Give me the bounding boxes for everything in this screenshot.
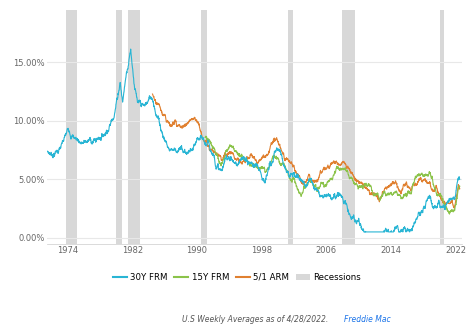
15Y FRM [203, 134, 209, 138]
Line: 15Y FRM: 15Y FRM [205, 136, 460, 214]
15Y FRM [202, 135, 208, 139]
5/1 ARM [402, 183, 408, 187]
5/1 ARM [451, 206, 457, 210]
5/1 ARM [397, 189, 403, 193]
30Y FRM [338, 194, 344, 198]
Bar [66, 10, 77, 244]
Text: Freddie Mac: Freddie Mac [344, 315, 391, 324]
Legend: 30Y FRM, 15Y FRM, 5/1 ARM, Recessions: 30Y FRM, 15Y FRM, 5/1 ARM, Recessions [109, 269, 365, 285]
15Y FRM [305, 181, 311, 184]
15Y FRM [442, 205, 448, 209]
30Y FRM [107, 123, 113, 127]
Bar [288, 10, 293, 244]
30Y FRM [111, 114, 117, 118]
15Y FRM [218, 161, 223, 165]
15Y FRM [447, 212, 452, 216]
30Y FRM [128, 47, 134, 51]
Bar [116, 10, 122, 244]
5/1 ARM [155, 101, 160, 105]
30Y FRM [340, 198, 346, 202]
15Y FRM [457, 184, 463, 188]
Bar [128, 10, 139, 244]
Line: 30Y FRM: 30Y FRM [47, 49, 460, 232]
30Y FRM [113, 102, 119, 106]
30Y FRM [457, 177, 463, 181]
30Y FRM [182, 151, 188, 155]
5/1 ARM [150, 92, 155, 96]
15Y FRM [431, 184, 437, 188]
30Y FRM [45, 149, 50, 153]
5/1 ARM [174, 123, 180, 127]
Bar [201, 10, 208, 244]
Bar [342, 10, 355, 244]
5/1 ARM [457, 187, 463, 191]
5/1 ARM [401, 184, 407, 188]
Bar [440, 10, 444, 244]
Line: 5/1 ARM: 5/1 ARM [153, 94, 460, 208]
15Y FRM [419, 172, 424, 176]
30Y FRM [361, 230, 367, 234]
Text: U.S Weekly Averages as of 4/28/2022.: U.S Weekly Averages as of 4/28/2022. [182, 315, 329, 324]
5/1 ARM [432, 189, 438, 193]
15Y FRM [346, 176, 352, 180]
